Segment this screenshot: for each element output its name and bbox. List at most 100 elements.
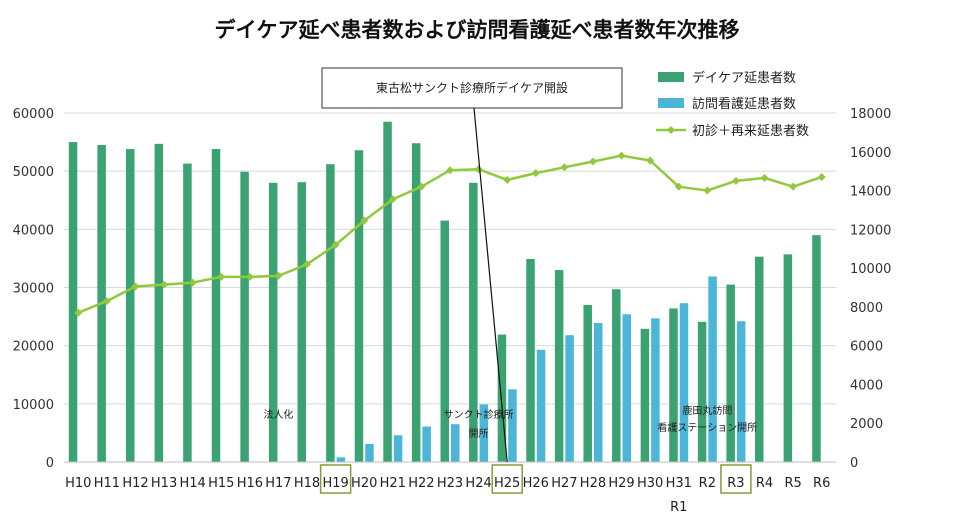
line-point [503, 175, 512, 184]
line-point [789, 182, 798, 191]
bar-daycare [354, 150, 364, 462]
y-left-tick: 20000 [13, 340, 54, 355]
line-point [617, 151, 626, 160]
legend-label: 初診＋再来延患者数 [692, 123, 809, 139]
bar-daycare [268, 182, 278, 463]
x-tick-label: H22 [408, 476, 434, 491]
y-left-tick: 30000 [13, 282, 54, 297]
bar-visiting-nursing [593, 322, 603, 462]
line-point [74, 308, 83, 317]
line-point [646, 156, 655, 165]
line-point [102, 297, 111, 306]
line-point [274, 271, 283, 280]
bar-visiting-nursing [736, 321, 746, 462]
category-highlights [319, 464, 752, 494]
bar-daycare [326, 164, 335, 463]
y-right-tick: 10000 [850, 262, 891, 277]
line-point [703, 186, 712, 195]
bar-visiting-nursing [336, 457, 346, 462]
bar-visiting-nursing [622, 314, 632, 462]
bar-visiting-nursing [393, 435, 403, 462]
annotation-text: 看護ステーション開所 [657, 421, 757, 434]
x-tick-label: H14 [180, 476, 206, 491]
line-point [217, 272, 226, 281]
y-left-tick: 60000 [13, 107, 54, 122]
bar-daycare [383, 121, 392, 462]
bar-daycare [240, 171, 249, 462]
x-tick-label: H28 [580, 476, 606, 491]
y-right-tick: 14000 [850, 185, 891, 200]
y-left-tick: 10000 [13, 398, 54, 413]
callout-pointer [473, 107, 508, 463]
x-tick-label: H23 [437, 476, 463, 491]
axes: 0 10000 20000 30000 40000 50000 60000 0 2000 4000… [13, 107, 892, 471]
bar-daycare [583, 304, 592, 462]
x-tick-label: H26 [523, 476, 549, 491]
bar-daycare [612, 289, 621, 462]
x-tick-label: R3 [727, 476, 744, 491]
line-point [474, 165, 483, 174]
line-point [588, 157, 597, 166]
legend-swatch [658, 98, 684, 108]
x-tick-label: H21 [380, 476, 406, 491]
y-right-tick: 12000 [850, 223, 891, 238]
bar-daycare [411, 143, 421, 462]
legend-label: 訪問看護延患者数 [692, 96, 796, 112]
line-point [817, 172, 826, 181]
x-tick-label: H19 [322, 476, 348, 491]
x-tick-label: R2 [699, 476, 716, 491]
legend-label: デイケア延患者数 [692, 70, 796, 86]
bar-daycare [812, 235, 821, 462]
line-point [360, 216, 369, 225]
annotation-text: サンクト診療所 [444, 408, 514, 421]
bar-daycare [154, 143, 164, 462]
y-left-tick: 0 [46, 456, 54, 471]
line-point [131, 282, 140, 291]
daycare-bars [68, 121, 821, 463]
line-point [760, 173, 769, 182]
bar-visiting-nursing [565, 335, 574, 462]
visiting-nursing-bars [336, 276, 746, 462]
bar-visiting-nursing [479, 404, 489, 462]
line-point [245, 272, 254, 281]
x-tick-label: H29 [608, 476, 634, 491]
y-left-tick: 40000 [13, 223, 54, 238]
bar-daycare [183, 163, 192, 463]
bar-daycare [755, 256, 764, 462]
x-tick-label: H16 [237, 476, 263, 491]
x-tick-label: H25 [494, 476, 520, 491]
x-tick-label: H27 [551, 476, 577, 491]
bar-daycare [497, 334, 507, 462]
y-right-tick: 8000 [850, 301, 883, 316]
highlight-box [491, 464, 523, 494]
bar-visiting-nursing [679, 303, 689, 462]
x-tick-label: H15 [208, 476, 234, 491]
y-right-tick: 2000 [850, 417, 883, 432]
line-point [731, 176, 740, 185]
bar-visiting-nursing [508, 389, 517, 462]
callout: 東古松サンクト診療所デイケア開設 [321, 67, 623, 463]
line-point [303, 260, 312, 269]
annotation-text: 鹿田丸訪問 [682, 404, 732, 417]
x-tick-label: R6 [813, 476, 830, 491]
y-right-tick: 18000 [850, 107, 891, 122]
annotation-text: 法人化 [263, 408, 293, 421]
bar-visiting-nursing [451, 424, 460, 462]
bar-visiting-nursing [422, 426, 431, 462]
legend-marker [667, 126, 675, 134]
x-axis-ticks: H10 H11 H12 H13 H14 H15 H16 H17 H18 H19 H20 H21 H22 H… [65, 476, 830, 515]
highlight-box [720, 464, 752, 494]
bar-daycare [526, 258, 535, 462]
bar-daycare [211, 149, 221, 462]
bar-daycare [783, 254, 793, 462]
bar-daycare [640, 328, 650, 462]
highlight-box [319, 464, 352, 494]
x-tick-label: H12 [122, 476, 148, 491]
line-point [531, 169, 540, 178]
legend-swatch [658, 72, 684, 82]
bar-daycare [726, 284, 735, 462]
x-tick-label: H18 [294, 476, 320, 491]
